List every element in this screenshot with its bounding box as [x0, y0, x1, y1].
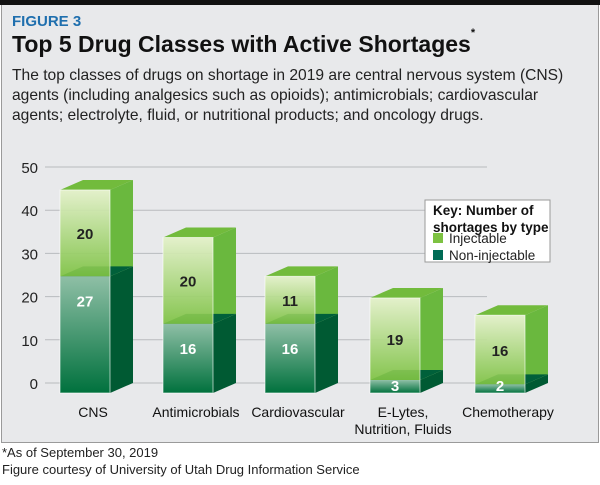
bar-top — [163, 227, 236, 238]
y-tick-label: 20 — [21, 290, 38, 307]
bar-top — [60, 179, 133, 190]
bar-injectable — [60, 189, 110, 277]
bar-noninjectable — [163, 323, 213, 393]
x-category-label: Cardiovascular — [251, 404, 345, 420]
bar-noninjectable — [370, 380, 420, 393]
y-tick-label: 30 — [21, 246, 38, 263]
bar-outline — [369, 297, 421, 394]
bar-outline — [264, 275, 316, 394]
bar-top — [370, 287, 443, 298]
x-category-label: Chemotherapy — [462, 404, 554, 420]
data-label-injectable: 20 — [180, 274, 197, 291]
data-label-noninjectable: 16 — [180, 341, 197, 358]
legend-swatch — [433, 250, 443, 260]
data-label-noninjectable: 3 — [391, 378, 399, 395]
top-rule — [0, 0, 600, 5]
bar-side-noninjectable — [213, 313, 236, 393]
data-label-injectable: 20 — [77, 226, 94, 243]
bar-injectable — [475, 315, 525, 385]
bar-top — [265, 266, 338, 277]
figure-label: FIGURE 3 — [12, 13, 82, 30]
bar-outline — [474, 314, 526, 394]
chart-description: The top classes of drugs on shortage in … — [12, 67, 564, 124]
legend-swatch — [433, 233, 443, 243]
bar-noninjectable — [265, 323, 315, 393]
data-label-noninjectable: 2 — [496, 378, 504, 395]
footnote-date: *As of September 30, 2019 — [2, 445, 159, 460]
legend-title: shortages by type — [433, 220, 549, 235]
legend-entry: Non-injectable — [449, 248, 535, 263]
data-label-injectable: 11 — [282, 293, 298, 310]
x-category-label: CNS — [78, 404, 108, 420]
bar-injectable — [163, 237, 213, 324]
y-tick-label: 0 — [30, 376, 38, 393]
bar-outline — [162, 236, 214, 394]
bar-side-injectable — [315, 266, 338, 324]
legend-title: Key: Number of — [433, 203, 534, 218]
x-category-label: Antimicrobials — [152, 404, 239, 420]
data-label-noninjectable: 16 — [282, 341, 299, 358]
chart-title: Top 5 Drug Classes with Active Shortages… — [12, 27, 475, 58]
bar-side-noninjectable — [110, 266, 133, 393]
bar-side-injectable — [213, 227, 236, 324]
legend-entry: Injectable — [449, 231, 507, 246]
x-category-label: E-Lytes, — [378, 404, 429, 420]
data-label-injectable: 19 — [387, 332, 404, 349]
bar-side-noninjectable — [315, 313, 338, 393]
bar-injectable — [370, 297, 420, 381]
bar-noninjectable — [60, 276, 110, 393]
data-label-injectable: 16 — [492, 343, 509, 360]
bar-injectable — [265, 276, 315, 324]
legend-box — [424, 199, 551, 263]
bar-side-noninjectable — [420, 370, 443, 393]
bar-side-injectable — [110, 179, 133, 277]
bar-top — [475, 305, 548, 316]
title-asterisk: * — [470, 27, 476, 39]
title-text: Top 5 Drug Classes with Active Shortages — [12, 31, 471, 57]
bar-noninjectable — [475, 384, 525, 393]
bar-outline — [59, 189, 111, 394]
data-label-noninjectable: 27 — [77, 293, 94, 310]
bar-side-injectable — [525, 305, 548, 385]
bar-side-injectable — [420, 287, 443, 381]
footnote-credit: Figure courtesy of University of Utah Dr… — [2, 462, 360, 477]
bar-side-noninjectable — [525, 374, 548, 393]
y-tick-label: 50 — [21, 160, 38, 177]
y-tick-label: 40 — [21, 203, 38, 220]
y-tick-label: 10 — [21, 333, 38, 350]
x-category-label: Nutrition, Fluids — [354, 421, 451, 437]
